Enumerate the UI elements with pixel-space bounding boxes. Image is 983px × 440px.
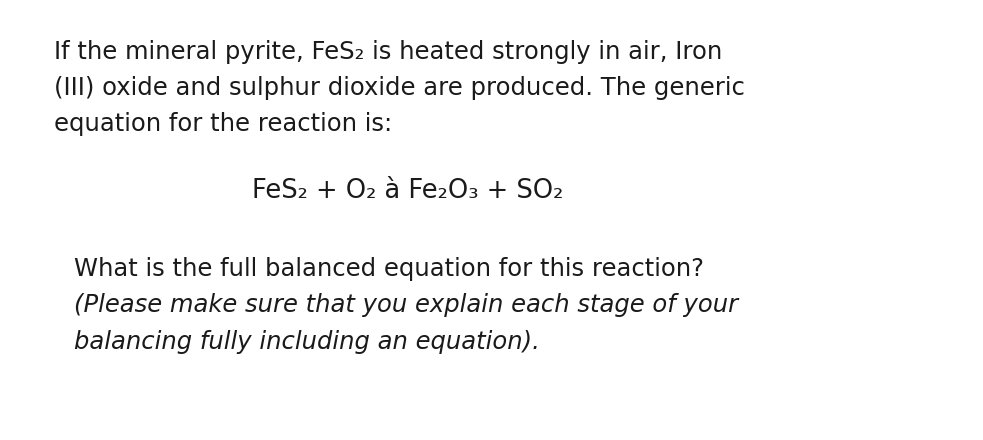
Text: What is the full balanced equation for this reaction?: What is the full balanced equation for t…: [74, 257, 704, 282]
Text: equation for the reaction is:: equation for the reaction is:: [54, 112, 392, 136]
Text: If the mineral pyrite, FeS₂ is heated strongly in air, Iron: If the mineral pyrite, FeS₂ is heated st…: [54, 40, 723, 64]
Text: (III) oxide and sulphur dioxide are produced. The generic: (III) oxide and sulphur dioxide are prod…: [54, 76, 745, 100]
Text: balancing fully including an equation).: balancing fully including an equation).: [74, 330, 540, 354]
Text: FeS₂ + O₂ à Fe₂O₃ + SO₂: FeS₂ + O₂ à Fe₂O₃ + SO₂: [253, 178, 563, 204]
Text: (Please make sure that you explain each stage of your: (Please make sure that you explain each …: [74, 293, 738, 318]
